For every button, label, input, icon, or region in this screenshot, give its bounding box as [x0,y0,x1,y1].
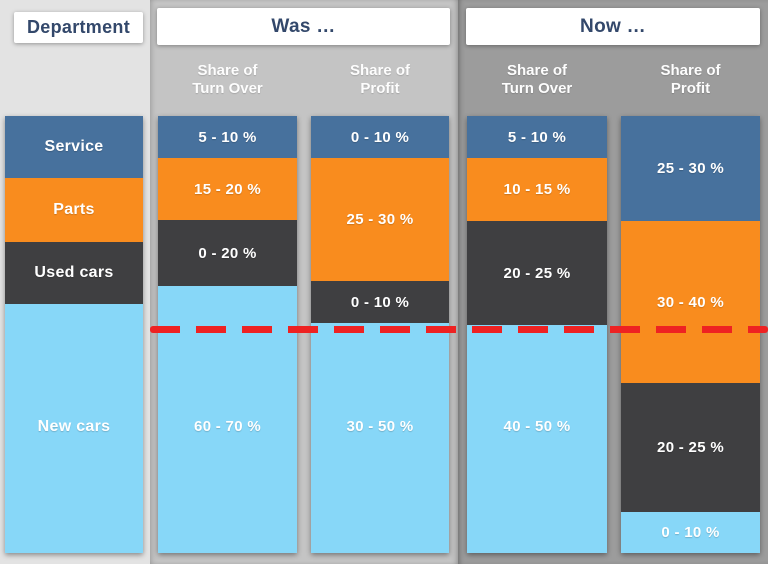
was-turnover-segment-parts: 15 - 20 % [158,158,297,220]
was-header: Was … [157,8,450,45]
was-turnover-subheader: Share of Turn Over [158,62,297,98]
now-turnover-segment-service: 5 - 10 % [467,116,607,158]
department-legend-bar: Service Parts Used cars New cars [5,116,143,553]
now-profit-parts-label: 30 - 40 % [657,293,724,311]
legend-item-parts: Parts [5,178,143,242]
was-profit-parts-label: 25 - 30 % [346,211,414,228]
now-turnover-used-cars-label: 20 - 25 % [503,264,571,282]
now-turnover-segment-used-cars: 20 - 25 % [467,221,607,325]
now-turnover-subheader-line2: Turn Over [501,80,573,97]
now-turnover-segment-new-cars: 40 - 50 % [467,325,607,553]
was-turnover-subheader-line2: Turn Over [192,80,263,97]
now-header: Now … [466,8,760,45]
department-header: Department [14,12,143,43]
was-header-label: Was … [271,15,336,37]
legend-item-used-cars-label: Used cars [34,264,114,281]
was-profit-segment-parts: 25 - 30 % [311,158,449,281]
was-profit-bar: 0 - 10 % 25 - 30 % 0 - 10 % 30 - 50 % [311,116,449,553]
legend-item-used-cars: Used cars [5,242,143,304]
reference-dashed-line [150,326,768,333]
now-turnover-bar: 5 - 10 % 10 - 15 % 20 - 25 % 40 - 50 % [467,116,607,553]
was-profit-subheader: Share of Profit [311,62,449,98]
now-profit-new-cars-label: 0 - 10 % [661,524,720,541]
was-profit-segment-new-cars: 30 - 50 % [311,323,449,553]
was-turnover-new-cars-label: 60 - 70 % [194,418,261,435]
now-turnover-service-label: 5 - 10 % [507,128,567,146]
was-profit-service-label: 0 - 10 % [350,128,410,146]
was-profit-segment-service: 0 - 10 % [311,116,449,158]
was-turnover-segment-used-cars: 0 - 20 % [158,220,297,286]
was-turnover-bar: 5 - 10 % 15 - 20 % 0 - 20 % 60 - 70 % [158,116,297,553]
legend-item-new-cars-label: New cars [37,418,111,435]
now-profit-service-label: 25 - 30 % [657,160,724,177]
was-profit-subheader-line2: Profit [360,80,400,97]
was-profit-used-cars-label: 0 - 10 % [350,293,410,311]
now-turnover-segment-parts: 10 - 15 % [467,158,607,221]
now-profit-segment-parts: 30 - 40 % [621,221,760,383]
now-turnover-subheader: Share of Turn Over [467,62,607,98]
now-turnover-subheader-line1: Share of [506,62,567,79]
was-turnover-parts-label: 15 - 20 % [194,180,261,198]
was-profit-subheader-line1: Share of [349,62,410,79]
legend-item-parts-label: Parts [53,201,95,218]
legend-item-service-label: Service [44,138,104,155]
legend-item-new-cars: New cars [5,304,143,553]
now-profit-bar: 25 - 30 % 30 - 40 % 20 - 25 % 0 - 10 % [621,116,760,553]
was-turnover-subheader-line1: Share of [197,62,258,79]
now-profit-segment-service: 25 - 30 % [621,116,760,221]
legend-item-service: Service [5,116,143,178]
now-header-label: Now … [580,15,646,37]
was-profit-segment-used-cars: 0 - 10 % [311,281,449,323]
now-profit-subheader: Share of Profit [621,62,760,98]
was-turnover-service-label: 5 - 10 % [198,128,257,146]
now-profit-segment-new-cars: 0 - 10 % [621,512,760,553]
was-profit-new-cars-label: 30 - 50 % [346,418,414,435]
now-turnover-new-cars-label: 40 - 50 % [503,418,571,435]
now-profit-segment-used-cars: 20 - 25 % [621,383,760,512]
was-turnover-segment-service: 5 - 10 % [158,116,297,158]
now-profit-used-cars-label: 20 - 25 % [657,439,724,456]
now-profit-subheader-line2: Profit [670,80,711,97]
now-profit-subheader-line1: Share of [660,62,721,79]
was-turnover-used-cars-label: 0 - 20 % [198,244,257,262]
department-header-label: Department [26,17,131,37]
now-turnover-parts-label: 10 - 15 % [503,181,571,198]
